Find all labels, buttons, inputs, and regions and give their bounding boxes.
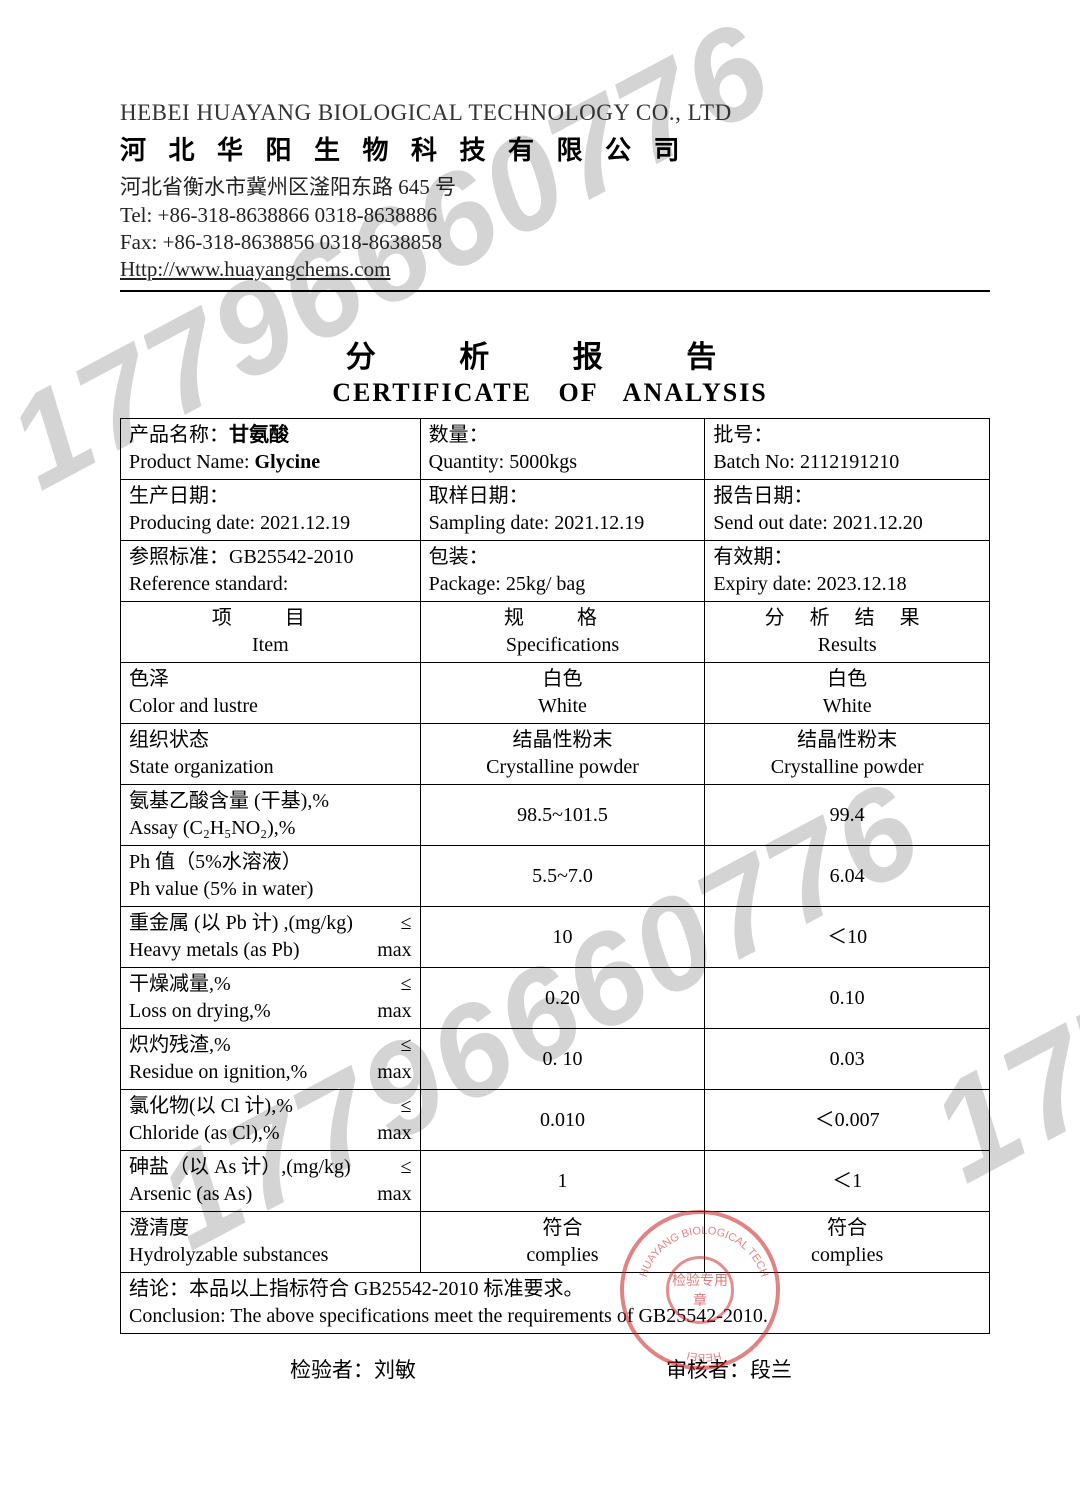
conclusion-cn: 结论：本品以上指标符合 GB25542-2010 标准要求。 bbox=[129, 1278, 583, 1300]
report-en: Send out date: 2021.12.20 bbox=[713, 512, 922, 534]
result-cell: 6.04 bbox=[705, 846, 990, 907]
spec-cell: 0.010 bbox=[420, 1090, 705, 1151]
table-row: 氨基乙酸含量 (干基),%Assay (C₂H₅NO₂),%98.5~101.5… bbox=[121, 785, 990, 846]
spec-cell: 0.20 bbox=[420, 968, 705, 1029]
table-row: 澄清度Hydrolyzable substances符合complies符合co… bbox=[121, 1212, 990, 1273]
conclusion-row: 结论：本品以上指标符合 GB25542-2010 标准要求。 Conclusio… bbox=[121, 1273, 990, 1334]
conclusion-en: Conclusion: The above specifications mee… bbox=[129, 1305, 768, 1327]
qty-cn: 数量： bbox=[429, 424, 489, 446]
ref-en: Reference standard: bbox=[129, 573, 288, 595]
spec-cell: 10 bbox=[420, 907, 705, 968]
header-rule bbox=[120, 290, 990, 292]
reviewer-name: 段兰 bbox=[750, 1358, 792, 1382]
signature-row: 检验者：刘敏 审核者：段兰 bbox=[120, 1354, 990, 1384]
spec-cell: 5.5~7.0 bbox=[420, 846, 705, 907]
title-en: CERTIFICATE OF ANALYSIS bbox=[120, 378, 980, 408]
table-row: 炽灼残渣,%≤Residue on ignition,%max0. 100.03 bbox=[121, 1029, 990, 1090]
pkg-en: Package: 25kg/ bag bbox=[429, 573, 586, 595]
reviewer-label: 审核者： bbox=[666, 1358, 750, 1382]
product-en-value: Glycine bbox=[255, 451, 321, 473]
result-cell: ＜10 bbox=[705, 907, 990, 968]
table-header: 项 目 Item 规 格 Specifications 分 析 结 果 Resu… bbox=[121, 602, 990, 663]
item-cell: 澄清度Hydrolyzable substances bbox=[121, 1212, 421, 1273]
company-name-en: HEBEI HUAYANG BIOLOGICAL TECHNOLOGY CO.,… bbox=[120, 100, 980, 126]
result-cell: 符合complies bbox=[705, 1212, 990, 1273]
spec-cell: 结晶性粉末Crystalline powder bbox=[420, 724, 705, 785]
result-cell: 0.10 bbox=[705, 968, 990, 1029]
spec-cell: 1 bbox=[420, 1151, 705, 1212]
exp-en: Expiry date: 2023.12.18 bbox=[713, 573, 906, 595]
title-cn: 分 析 报 告 bbox=[120, 332, 980, 376]
spec-cell: 白色White bbox=[420, 663, 705, 724]
table-row: 重金属 (以 Pb 计) ,(mg/kg)≤Heavy metals (as P… bbox=[121, 907, 990, 968]
prod-date-en: Producing date: 2021.12.19 bbox=[129, 512, 350, 534]
item-cell: Ph 值（5%水溶液）Ph value (5% in water) bbox=[121, 846, 421, 907]
result-cell: 0.03 bbox=[705, 1029, 990, 1090]
item-cell: 干燥减量,%≤Loss on drying,%max bbox=[121, 968, 421, 1029]
batch-en: Batch No: 2112191210 bbox=[713, 451, 899, 473]
table-row: Ph 值（5%水溶液）Ph value (5% in water)5.5~7.0… bbox=[121, 846, 990, 907]
item-cell: 氨基乙酸含量 (干基),%Assay (C₂H₅NO₂),% bbox=[121, 785, 421, 846]
company-address: 河北省衡水市冀州区滏阳东路 645 号 bbox=[120, 171, 980, 201]
report-cn: 报告日期： bbox=[713, 485, 813, 507]
info-row-1: 产品名称：甘氨酸 Product Name: Glycine 数量： Quant… bbox=[121, 419, 990, 480]
title-block: 分 析 报 告 CERTIFICATE OF ANALYSIS bbox=[120, 332, 980, 408]
table-row: 氯化物(以 Cl 计),%≤Chloride (as Cl),%max0.010… bbox=[121, 1090, 990, 1151]
inspector-name: 刘敏 bbox=[374, 1358, 416, 1382]
exp-cn: 有效期： bbox=[713, 546, 793, 568]
batch-cn: 批号： bbox=[713, 424, 773, 446]
coa-table: 产品名称：甘氨酸 Product Name: Glycine 数量： Quant… bbox=[120, 418, 990, 1334]
info-row-2: 生产日期： Producing date: 2021.12.19 取样日期： S… bbox=[121, 480, 990, 541]
samp-cn: 取样日期： bbox=[429, 485, 529, 507]
result-cell: ＜1 bbox=[705, 1151, 990, 1212]
table-row: 组织状态State organization结晶性粉末Crystalline p… bbox=[121, 724, 990, 785]
tel-line: Tel: +86-318-8638866 0318-8638886 bbox=[120, 203, 980, 228]
item-cell: 组织状态State organization bbox=[121, 724, 421, 785]
product-cn-label: 产品名称： bbox=[129, 424, 229, 446]
spec-cell: 98.5~101.5 bbox=[420, 785, 705, 846]
product-cn-value: 甘氨酸 bbox=[229, 424, 289, 446]
fax-line: Fax: +86-318-8638856 0318-8638858 bbox=[120, 230, 980, 255]
hdr-res-en: Results bbox=[818, 634, 877, 656]
result-cell: 99.4 bbox=[705, 785, 990, 846]
hdr-spec-cn: 规 格 bbox=[504, 607, 621, 629]
table-row: 干燥减量,%≤Loss on drying,%max0.200.10 bbox=[121, 968, 990, 1029]
company-name-cn: 河 北 华 阳 生 物 科 技 有 限 公 司 bbox=[120, 130, 980, 167]
result-cell: 白色White bbox=[705, 663, 990, 724]
qty-en: Quantity: 5000kgs bbox=[429, 451, 577, 473]
spec-cell: 符合complies bbox=[420, 1212, 705, 1273]
prod-date-cn: 生产日期： bbox=[129, 485, 229, 507]
item-cell: 炽灼残渣,%≤Residue on ignition,%max bbox=[121, 1029, 421, 1090]
inspector-label: 检验者： bbox=[290, 1358, 374, 1382]
samp-en: Sampling date: 2021.12.19 bbox=[429, 512, 645, 534]
hdr-res-cn: 分 析 结 果 bbox=[765, 607, 930, 629]
table-row: 砷盐（以 As 计）,(mg/kg)≤Arsenic (as As)max1＜1 bbox=[121, 1151, 990, 1212]
item-cell: 氯化物(以 Cl 计),%≤Chloride (as Cl),%max bbox=[121, 1090, 421, 1151]
result-cell: 结晶性粉末Crystalline powder bbox=[705, 724, 990, 785]
hdr-item-cn: 项 目 bbox=[212, 607, 329, 629]
item-cell: 砷盐（以 As 计）,(mg/kg)≤Arsenic (as As)max bbox=[121, 1151, 421, 1212]
product-en-label: Product Name: bbox=[129, 451, 255, 473]
company-url: Http://www.huayangchems.com bbox=[120, 257, 980, 282]
item-cell: 重金属 (以 Pb 计) ,(mg/kg)≤Heavy metals (as P… bbox=[121, 907, 421, 968]
item-cell: 色泽Color and lustre bbox=[121, 663, 421, 724]
table-row: 色泽Color and lustre白色White白色White bbox=[121, 663, 990, 724]
hdr-spec-en: Specifications bbox=[506, 634, 619, 656]
hdr-item-en: Item bbox=[252, 634, 289, 656]
result-cell: ＜0.007 bbox=[705, 1090, 990, 1151]
info-row-3: 参照标准：GB25542-2010 Reference standard: 包装… bbox=[121, 541, 990, 602]
document-page: HEBEI HUAYANG BIOLOGICAL TECHNOLOGY CO.,… bbox=[0, 0, 1080, 1384]
ref-cn: 参照标准：GB25542-2010 bbox=[129, 546, 353, 568]
spec-cell: 0. 10 bbox=[420, 1029, 705, 1090]
pkg-cn: 包装： bbox=[429, 546, 489, 568]
